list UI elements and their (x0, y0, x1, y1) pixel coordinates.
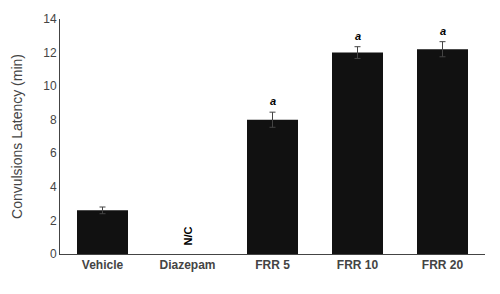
svg-text:a: a (355, 30, 361, 42)
svg-text:10: 10 (43, 79, 57, 93)
svg-text:a: a (270, 95, 276, 107)
svg-text:8: 8 (50, 113, 57, 127)
svg-text:6: 6 (50, 146, 57, 160)
svg-text:4: 4 (50, 180, 57, 194)
svg-text:0: 0 (50, 247, 57, 261)
svg-text:FRR 5: FRR 5 (255, 258, 290, 272)
svg-text:Diazepam: Diazepam (159, 258, 215, 272)
svg-text:a: a (440, 25, 446, 37)
svg-text:14: 14 (43, 12, 57, 26)
svg-text:2: 2 (50, 214, 57, 228)
svg-text:N/C: N/C (182, 227, 194, 246)
svg-text:FRR 20: FRR 20 (422, 258, 464, 272)
svg-text:FRR 10: FRR 10 (337, 258, 379, 272)
svg-text:Convulsions Latency (min): Convulsions Latency (min) (9, 54, 25, 219)
svg-text:Vehicle: Vehicle (82, 258, 124, 272)
svg-text:12: 12 (43, 46, 57, 60)
